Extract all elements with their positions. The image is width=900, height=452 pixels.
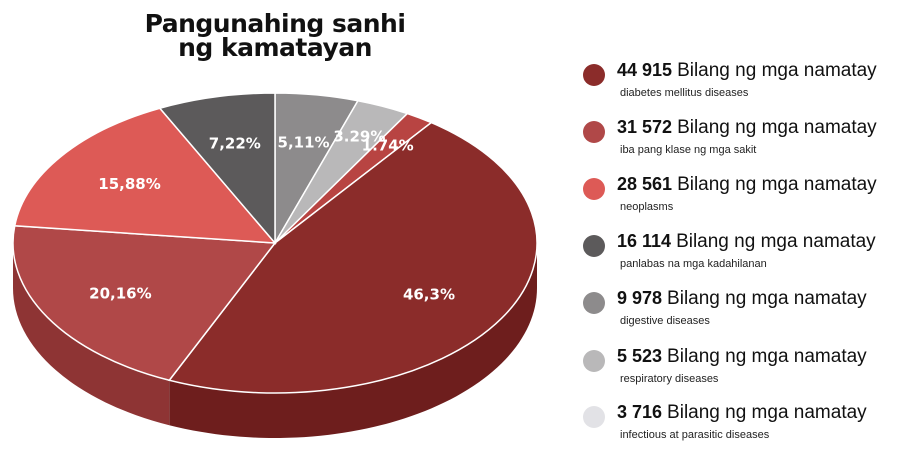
legend-category: infectious at parasitic diseases: [620, 429, 770, 441]
pie-labels: 5,11% 3.29%1.74% 46,3% 20,16% 15,88% 7,22%: [89, 127, 455, 303]
legend-count: 9 978: [617, 288, 663, 308]
legend-item: 3 716 Bilang ng mga namatay infectious at …: [580, 402, 900, 452]
legend-unit: Bilang ng mga namatay: [677, 117, 877, 138]
legend-swatch: [583, 292, 605, 314]
legend-unit: Bilang ng mga namatay: [677, 174, 877, 195]
legend-swatch: [583, 178, 605, 200]
pie-slice-0: [167, 121, 538, 394]
pie-slice-2: [13, 107, 277, 244]
legend-count: 31 572: [617, 117, 673, 137]
legend-line: 31 572 Bilang ng mga namatay: [617, 117, 877, 139]
pie-chart: 5,11% 3.29%1.74% 46,3% 20,16% 15,88% 7,22%: [12, 92, 538, 439]
legend-swatch: [583, 406, 605, 428]
legend-swatch: [583, 64, 605, 86]
legend-category: digestive diseases: [620, 315, 710, 327]
pie-label-3: 7,22%: [209, 135, 261, 153]
pie-label-5: 3.29%: [333, 127, 385, 145]
legend-count: 3 716: [617, 402, 663, 422]
legend-line: 28 561 Bilang ng mga namatay: [617, 174, 877, 196]
legend-category: respiratory diseases: [620, 373, 719, 385]
pie-sides: [13, 243, 538, 439]
pie-label-2: 15,88%: [98, 175, 160, 193]
pie-label-0: 46,3%: [403, 285, 455, 303]
legend-unit: Bilang ng mga namatay: [676, 231, 876, 252]
legend-category: iba pang klase ng mga sakit: [620, 144, 757, 156]
legend-line: 9 978 Bilang ng mga namatay: [617, 288, 867, 310]
pie-label-1: 20,16%: [89, 285, 151, 303]
chart-title-line-2: ng kamatayan: [178, 33, 372, 62]
legend-line: 3 716 Bilang ng mga namatay: [617, 402, 867, 424]
chart-title: Pangunahing sanhi ng kamatayan: [140, 9, 410, 62]
legend-item: 16 114 Bilang ng mga namatay panlabas na m…: [580, 231, 900, 281]
legend-item: 5 523 Bilang ng mga namatay respiratory di…: [580, 346, 900, 396]
legend-swatch: [583, 235, 605, 257]
legend-count: 5 523: [617, 346, 663, 366]
pie-side-1: [13, 243, 170, 426]
legend-count: 16 114: [617, 231, 672, 251]
legend-unit: Bilang ng mga namatay: [677, 60, 877, 81]
legend-unit: Bilang ng mga namatay: [667, 288, 867, 309]
legend-unit: Bilang ng mga namatay: [667, 346, 867, 367]
legend-line: 44 915 Bilang ng mga namatay: [617, 60, 877, 82]
legend-swatch: [583, 350, 605, 372]
legend-swatch: [583, 121, 605, 143]
legend-line: 16 114 Bilang ng mga namatay: [617, 231, 876, 253]
chart-title-line-1: Pangunahing sanhi: [144, 9, 406, 38]
pie-slice-3: [158, 92, 276, 246]
pie-side-0: [169, 243, 538, 439]
legend-category: neoplasms: [620, 201, 674, 213]
legend-line: 5 523 Bilang ng mga namatay: [617, 346, 867, 368]
legend-count: 44 915: [617, 60, 673, 80]
legend-unit: Bilang ng mga namatay: [667, 402, 867, 423]
pie-slices: [12, 92, 538, 394]
pie-label-6: 1.74%: [362, 136, 414, 154]
pie-label-4: 5,11%: [278, 133, 330, 151]
legend-category: diabetes mellitus diseases: [620, 87, 749, 99]
legend-category: panlabas na mga kadahilanan: [620, 258, 767, 270]
legend-item: 9 978 Bilang ng mga namatay digestive dise…: [580, 288, 900, 338]
legend-item: 28 561 Bilang ng mga namatay neoplasms: [580, 174, 900, 224]
pie-slice-1: [12, 224, 277, 382]
legend-count: 28 561: [617, 174, 673, 194]
legend-item: 44 915 Bilang ng mga namatay diabetes mell…: [580, 60, 900, 110]
legend-item: 31 572 Bilang ng mga namatay iba pang klas…: [580, 117, 900, 167]
